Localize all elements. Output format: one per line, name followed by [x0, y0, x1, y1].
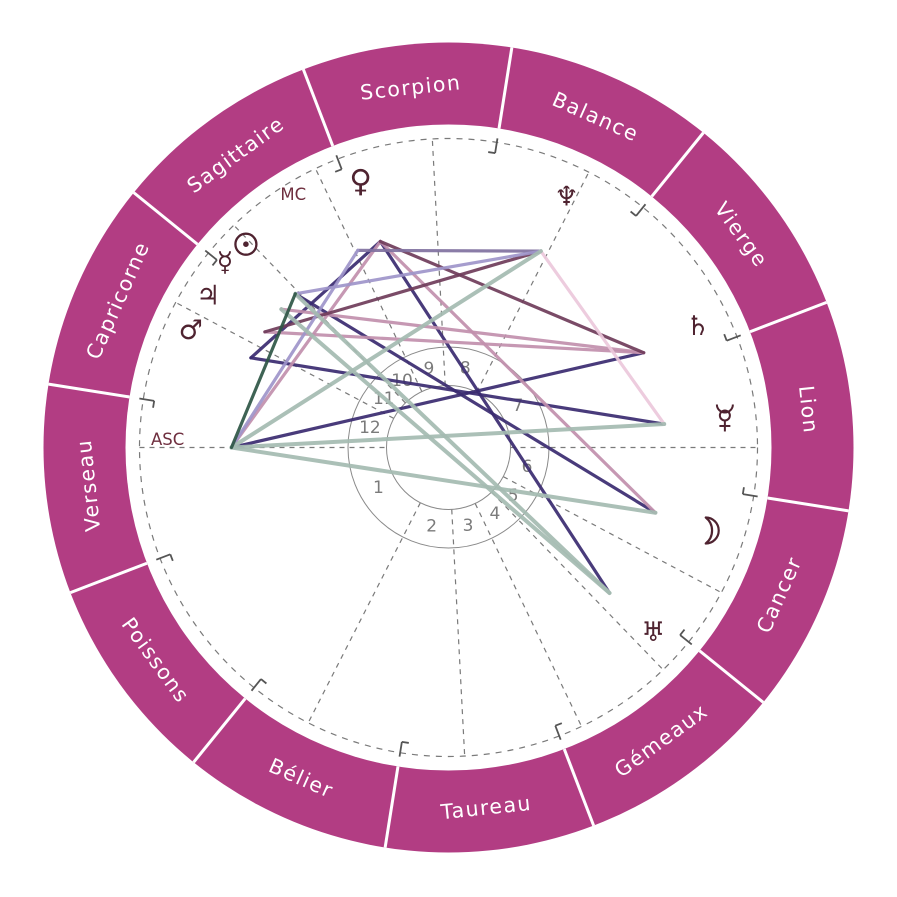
- sign-boundary-tick-foot: [260, 678, 267, 685]
- sign-boundary-tick: [335, 154, 343, 170]
- planet-symbol-neptune-icon: ♆: [554, 181, 578, 212]
- planet-symbol-moon-icon: [704, 516, 720, 545]
- aspect-line-mercury-uranus: [279, 307, 612, 595]
- aspect-line-mars-pluto: [249, 356, 666, 426]
- sign-divider: [383, 766, 400, 848]
- sign-boundary-tick-foot: [152, 400, 156, 408]
- sign-boundary-tick: [742, 493, 758, 498]
- sign-divider: [192, 697, 247, 764]
- sign-boundary-tick: [679, 634, 693, 646]
- sign-boundary-tick: [726, 334, 742, 342]
- planet-symbol-venus-icon: ♀: [349, 164, 372, 200]
- sign-boundary-tick-foot: [211, 259, 218, 266]
- aspect-line-neptune-pluto: [539, 249, 666, 426]
- aspect-line-mercury-saturn: [279, 307, 646, 355]
- house-cusp-line: [176, 302, 395, 419]
- sign-divider: [48, 382, 130, 399]
- planet-symbol-mercury-icon: ☿: [217, 247, 234, 278]
- aspect-line-sun-uranus: [293, 291, 612, 595]
- sign-boundary-tick: [204, 249, 218, 261]
- house-number-1: 1: [373, 478, 384, 498]
- sign-boundary-tick-foot: [401, 740, 409, 744]
- house-cusp-line: [451, 509, 466, 756]
- planet-symbol-pluto-cup: [715, 404, 734, 414]
- sign-divider: [69, 561, 148, 595]
- sign-divider: [749, 300, 828, 334]
- house-cusp-line: [474, 503, 582, 726]
- aspect-line-asc-moon: [229, 445, 658, 515]
- sign-boundary-tick: [494, 138, 499, 154]
- aspect-line-asc-neptune: [229, 249, 543, 450]
- sign-divider: [562, 748, 596, 827]
- planet-symbol-sun-dot: [243, 241, 249, 248]
- aspect-line-asc-saturn: [229, 351, 646, 450]
- house-cusp-line: [431, 139, 446, 386]
- sign-boundary-tick-foot: [741, 487, 745, 495]
- degree-dashed-circle: [138, 137, 759, 758]
- house-number-2: 2: [426, 517, 437, 537]
- mc-label: MC: [280, 185, 306, 204]
- aspect-line-jupiter-neptune: [263, 249, 543, 334]
- sign-boundary-tick: [155, 553, 171, 561]
- sign-divider: [132, 191, 199, 246]
- sign-boundary-tick-foot: [334, 168, 343, 173]
- sign-divider: [767, 496, 849, 513]
- sign-boundary-tick-foot: [723, 333, 728, 342]
- planet-symbol-mars-icon: ♂: [179, 315, 203, 346]
- house-number-5: 5: [508, 486, 519, 506]
- aspect-line-venus-uranus: [378, 239, 612, 595]
- aspect-line-mc-neptune: [356, 248, 543, 253]
- zodiac-sign-label-lion: Lion: [794, 384, 823, 435]
- sign-boundary-tick-foot: [169, 553, 174, 562]
- sign-boundary-tick: [139, 397, 155, 402]
- aspect-line-sun-neptune: [293, 249, 543, 296]
- zodiac-ring-inner: [125, 124, 772, 771]
- sign-boundary-tick-foot: [679, 629, 686, 636]
- sign-boundary-tick-foot: [630, 210, 637, 217]
- house-number-3: 3: [463, 516, 474, 536]
- planet-symbol-saturn-icon: ♄: [686, 311, 710, 342]
- planet-symbol-jupiter-icon: ♃: [196, 281, 220, 312]
- house-number-12: 12: [359, 418, 381, 438]
- sign-divider: [301, 68, 335, 147]
- planet-symbol-sun-icon: [234, 232, 258, 256]
- sign-boundary-tick: [635, 203, 647, 217]
- house-cusp-line: [491, 491, 663, 670]
- house-number-4: 4: [490, 504, 501, 524]
- sign-divider: [650, 131, 705, 198]
- aspect-line-sun-moon: [293, 292, 658, 515]
- asc-label: ASC: [151, 430, 184, 449]
- house-number-8: 8: [460, 358, 471, 378]
- sign-boundary-tick: [250, 678, 262, 692]
- sign-boundary-tick: [398, 741, 403, 757]
- sign-boundary-tick-foot: [488, 151, 496, 155]
- aspect-line-jupiter-saturn: [263, 330, 646, 355]
- sign-boundary-tick-foot: [554, 722, 563, 727]
- house-cusp-line: [308, 502, 421, 723]
- house-number-7: 7: [513, 396, 524, 416]
- house-number-9: 9: [423, 359, 434, 379]
- planet-symbol-uranus-icon: ♅: [641, 617, 665, 648]
- aspect-line-venus-mars: [249, 239, 382, 360]
- aspect-line-venus-moon: [378, 239, 658, 515]
- aspect-line-asc-pluto: [229, 422, 667, 450]
- sign-boundary-tick: [554, 725, 562, 741]
- sign-divider: [698, 649, 765, 704]
- aspect-line-asc-mc: [229, 248, 360, 450]
- aspect-line-asc-sun: [229, 292, 297, 450]
- sign-divider: [497, 47, 514, 129]
- aspect-line-asc-venus: [229, 239, 382, 450]
